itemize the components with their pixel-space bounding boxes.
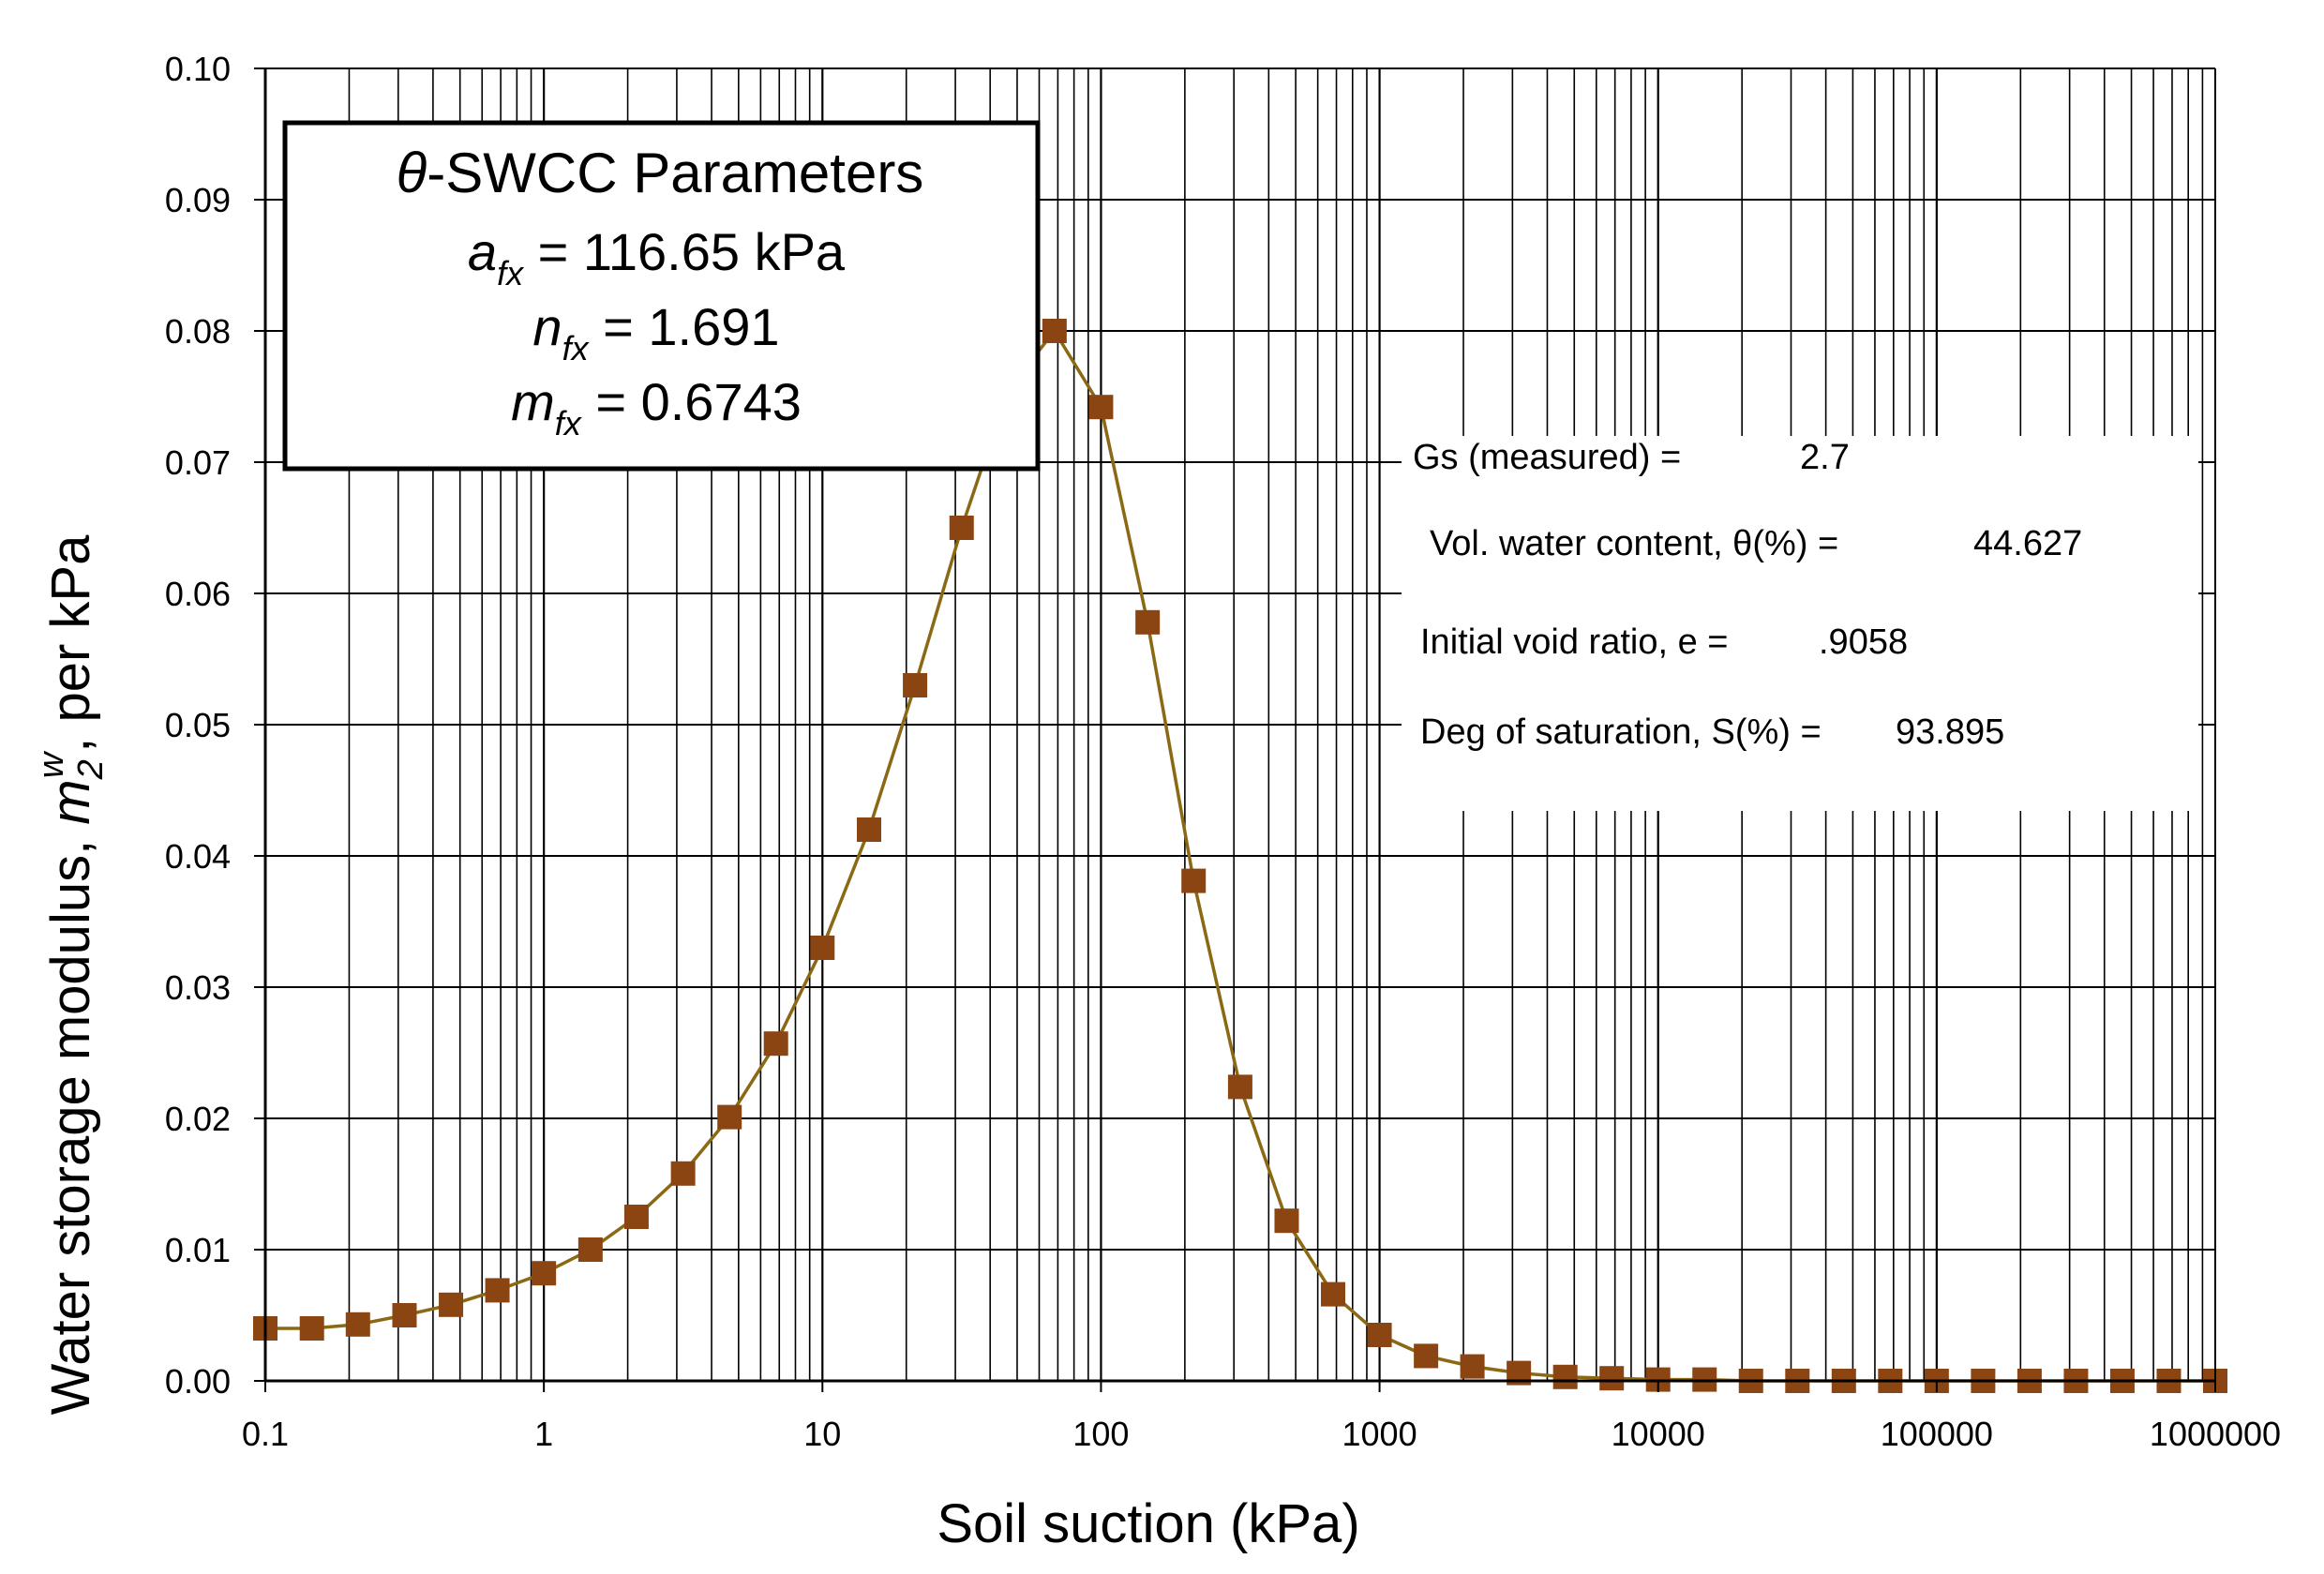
y-tick-label: 0.06 — [165, 575, 231, 613]
info-label: Vol. water content, θ(%) = — [1430, 524, 1838, 563]
y-axis-title-subscript: 2 — [71, 759, 111, 780]
data-point-marker — [670, 1161, 696, 1186]
x-tick-label: 1 — [534, 1415, 553, 1453]
y-tick-label: 0.08 — [165, 312, 231, 351]
y-tick-label: 0.07 — [165, 443, 231, 482]
data-point-marker — [1088, 395, 1114, 420]
data-point-marker — [1227, 1074, 1252, 1100]
x-tick-label: 1000000 — [2150, 1415, 2281, 1453]
params-box-line: mfx = 0.6743 — [511, 372, 802, 442]
x-axis-title: Soil suction (kPa) — [937, 1493, 1359, 1554]
data-point-marker — [1552, 1364, 1578, 1389]
axes: 0.00 0.01 0.02 0.03 0.04 0.05 0.06 0.07 0.08 0.09… — [165, 50, 2281, 1453]
data-point-marker — [299, 1316, 324, 1341]
data-point-marker — [1367, 1323, 1392, 1347]
info-value: 2.7 — [1800, 438, 1850, 477]
param-symbol: m — [511, 372, 555, 431]
data-point-marker — [532, 1261, 557, 1286]
data-point-marker — [345, 1312, 370, 1337]
data-point-marker — [1599, 1366, 1625, 1391]
y-axis-title-superscript: w — [32, 750, 71, 778]
info-value: .9058 — [1819, 622, 1908, 662]
data-point-marker — [1320, 1282, 1345, 1307]
info-value: 44.627 — [1973, 524, 2082, 563]
data-point-marker — [1414, 1343, 1439, 1369]
param-subscript: fx — [562, 329, 591, 367]
y-tick-label: 0.01 — [165, 1231, 231, 1269]
y-tick-label: 0.09 — [165, 181, 231, 219]
y-tick-label: 0.03 — [165, 968, 231, 1007]
data-point-marker — [439, 1292, 464, 1317]
data-point-marker — [810, 936, 835, 960]
y-tick-label: 0.10 — [165, 50, 231, 88]
param-symbol: a — [468, 222, 497, 281]
x-tick-label: 100000 — [1881, 1415, 1993, 1453]
params-box-frame — [282, 120, 1041, 472]
data-point-marker — [763, 1031, 788, 1057]
data-point-marker — [1135, 609, 1161, 635]
data-point-marker — [857, 817, 882, 842]
data-point-marker — [392, 1303, 417, 1327]
data-point-marker — [903, 673, 928, 697]
y-axis-title: Water storage modulus, m2w, per kPa — [32, 534, 111, 1415]
info-label: Initial void ratio, e = — [1420, 622, 1728, 662]
params-box-line: nfx = 1.691 — [532, 297, 779, 367]
param-value: = 116.65 kPa — [523, 222, 846, 281]
info-panel: Gs (measured) = 2.7 Vol. water content, θ(… — [1402, 436, 2198, 811]
y-tick-label: 0.04 — [165, 837, 231, 876]
param-subscript: fx — [555, 404, 583, 442]
y-tick-label: 0.00 — [165, 1362, 231, 1401]
y-axis-title-prefix: Water storage modulus, — [40, 825, 101, 1416]
data-point-marker — [1274, 1208, 1299, 1234]
x-tick-label: 100 — [1072, 1415, 1129, 1453]
info-label: Gs (measured) = — [1413, 438, 1681, 477]
info-label: Deg of saturation, S(%) = — [1420, 712, 1822, 752]
data-point-marker — [1460, 1354, 1485, 1379]
data-point-marker — [1181, 868, 1207, 893]
param-value: = 0.6743 — [581, 372, 802, 431]
param-symbol: n — [532, 297, 562, 356]
params-box-line: afx = 116.65 kPa — [468, 222, 846, 292]
data-point-marker — [577, 1237, 603, 1262]
y-axis-title-symbol: m — [40, 779, 101, 824]
x-tick-label: 1000 — [1342, 1415, 1417, 1453]
y-axis-title-group: Water storage modulus, m2w, per kPa — [32, 534, 111, 1415]
info-value: 93.895 — [1896, 712, 2004, 752]
info-panel-background — [1402, 436, 2198, 811]
x-tick-label: 10000 — [1612, 1415, 1705, 1453]
y-tick-label: 0.02 — [165, 1100, 231, 1138]
params-box-title: θ-SWCC Parameters — [397, 142, 924, 204]
data-point-marker — [949, 516, 974, 540]
y-axis-title-suffix: , per kPa — [40, 534, 101, 753]
param-value: = 1.691 — [589, 297, 780, 356]
x-tick-label: 10 — [803, 1415, 841, 1453]
params-box-title-symbol: θ — [397, 142, 427, 204]
data-point-marker — [485, 1278, 510, 1303]
y-tick-label: 0.05 — [165, 706, 231, 744]
data-point-marker — [623, 1205, 649, 1229]
params-box-title-text: -SWCC Parameters — [427, 142, 923, 204]
data-point-marker — [717, 1104, 742, 1130]
x-tick-label: 0.1 — [242, 1415, 289, 1453]
param-subscript: fx — [497, 254, 525, 292]
data-point-marker — [1042, 319, 1067, 343]
